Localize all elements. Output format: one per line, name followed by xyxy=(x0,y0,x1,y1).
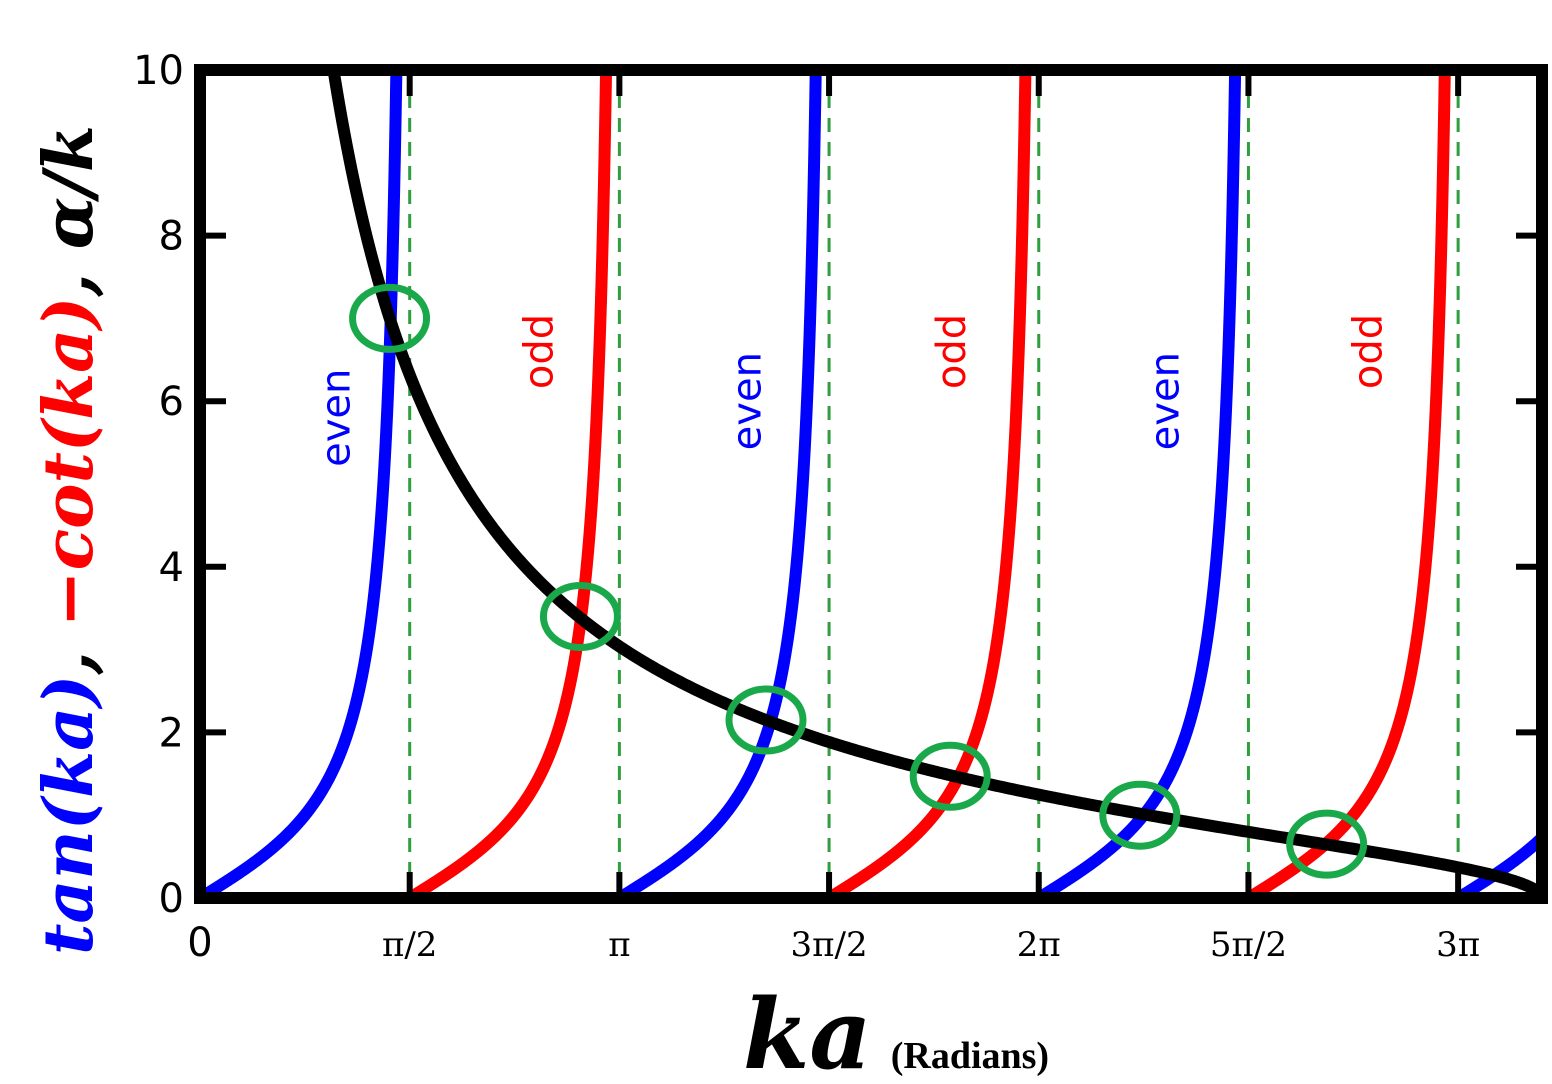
y-tick-label: 8 xyxy=(159,214,184,260)
intersection-marker xyxy=(349,283,431,353)
dashed-asymptote-lines xyxy=(408,70,1460,898)
y-tick-label: 6 xyxy=(159,379,184,425)
curve-labels: even odd even odd even odd xyxy=(314,314,1392,467)
y-tick-label: 2 xyxy=(159,710,184,756)
negcot-branch-curve xyxy=(825,70,1032,898)
curves xyxy=(200,70,1542,898)
curve-label-odd: odd xyxy=(929,314,975,389)
curve-label-even: even xyxy=(1142,352,1188,450)
plot-frame xyxy=(194,64,1548,904)
y-axis-label-part: , xyxy=(29,627,109,675)
intersection-marker xyxy=(725,685,807,755)
x-tick-label: 0 xyxy=(187,920,212,966)
alpha-over-k-curve xyxy=(327,70,1542,898)
axis-ticks: 0 2 4 6 8 10 0 π/2 π 3π/2 2π 5π/2 3π xyxy=(133,48,1542,966)
y-tick-label: 4 xyxy=(159,545,184,591)
y-axis-label-part: tan(ka) xyxy=(29,675,109,955)
curve-label-odd: odd xyxy=(1345,314,1391,389)
curve-label-odd: odd xyxy=(516,314,562,389)
y-axis-label-part: −cot(ka) xyxy=(29,297,109,628)
x-axis-label-unit: (Radians) xyxy=(891,1035,1049,1077)
y-tick-label: 0 xyxy=(159,876,184,922)
intersection-marker xyxy=(909,741,991,811)
intersection-marker xyxy=(1099,780,1181,850)
y-axis-label: tan(ka), −cot(ka), α/k xyxy=(29,125,109,955)
curve-label-even: even xyxy=(725,352,771,450)
negcot-branch-curve xyxy=(1245,70,1451,898)
y-axis-label-part: , α/k xyxy=(29,125,109,298)
tan-branch-curve xyxy=(616,70,822,898)
x-axis-label-main: ka xyxy=(743,978,872,1084)
curve-label-even: even xyxy=(314,369,360,467)
intersection-markers xyxy=(349,283,1368,879)
x-tick-label: 5π/2 xyxy=(1210,925,1287,965)
x-axis-label: ka (Radians) xyxy=(743,978,1049,1084)
intersection-marker xyxy=(539,581,621,651)
x-tick-label: 2π xyxy=(1017,925,1061,965)
negcot-branch-curve xyxy=(406,70,613,898)
y-tick-label: 10 xyxy=(133,48,184,94)
x-tick-label: π xyxy=(608,925,630,965)
x-tick-label: 3π xyxy=(1436,925,1480,965)
x-tick-label: π/2 xyxy=(382,925,437,965)
x-tick-label: 3π/2 xyxy=(791,925,868,965)
intersection-marker xyxy=(1286,809,1368,879)
tan-branch-curve xyxy=(1035,70,1242,898)
tan-branch-curve xyxy=(200,70,403,898)
